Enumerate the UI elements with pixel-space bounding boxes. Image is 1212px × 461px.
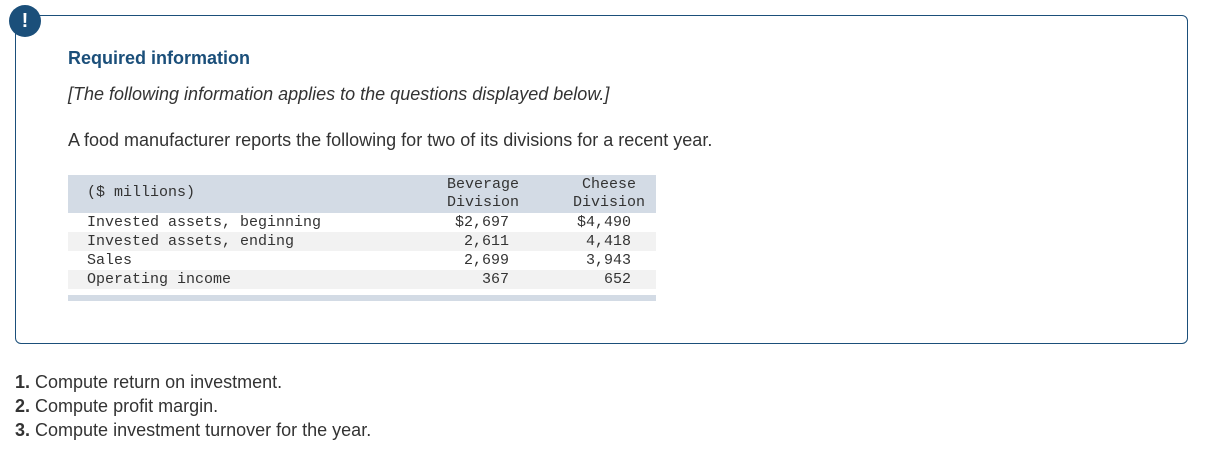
table-row: Sales 2,699 3,943 [68, 251, 656, 270]
beverage-division-header: Beverage Division [440, 176, 526, 212]
row-label: Operating income [87, 271, 232, 288]
question-item: 1. Compute return on investment. [15, 370, 371, 394]
row-label: Invested assets, beginning [87, 214, 322, 231]
table-header: ($ millions) Beverage Division Cheese Di… [68, 175, 656, 213]
alert-icon: ! [9, 5, 41, 37]
cheese-value: $4,490 [576, 214, 631, 231]
header-line: Division [572, 194, 645, 211]
panel-intro: A food manufacturer reports the followin… [68, 130, 713, 150]
division-data-table: ($ millions) Beverage Division Cheese Di… [68, 175, 656, 301]
question-text: Compute return on investment. [35, 372, 283, 392]
table-row: Operating income 367 652 [68, 270, 656, 289]
table-footer-rule [68, 295, 656, 301]
beverage-value: $2,697 [454, 214, 509, 231]
row-label: Sales [87, 252, 133, 269]
row-label: Invested assets, ending [87, 233, 295, 250]
required-information-panel: Required information [The following info… [15, 15, 1188, 344]
beverage-value: 2,699 [463, 252, 509, 269]
table-row: Invested assets, ending 2,611 4,418 [68, 232, 656, 251]
beverage-value: 367 [481, 271, 509, 288]
cheese-value: 3,943 [585, 252, 631, 269]
panel-note: [The following information applies to th… [68, 84, 610, 104]
question-number: 3. [15, 420, 31, 440]
question-list: 1. Compute return on investment. 2. Comp… [15, 370, 371, 442]
question-number: 1. [15, 372, 31, 392]
beverage-value: 2,611 [463, 233, 509, 250]
cheese-value: 652 [603, 271, 631, 288]
question-text: Compute investment turnover for the year… [35, 420, 372, 440]
question-item: 2. Compute profit margin. [15, 394, 371, 418]
question-item: 3. Compute investment turnover for the y… [15, 418, 371, 442]
unit-label: ($ millions) [87, 184, 196, 201]
question-text: Compute profit margin. [35, 396, 219, 416]
header-line: Beverage [446, 176, 519, 193]
table-row: Invested assets, beginning $2,697 $4,490 [68, 213, 656, 232]
cheese-value: 4,418 [585, 233, 631, 250]
header-line: Cheese [581, 176, 636, 193]
cheese-division-header: Cheese Division [564, 176, 654, 212]
panel-title: Required information [68, 48, 251, 68]
header-line: Division [446, 194, 519, 211]
question-number: 2. [15, 396, 31, 416]
